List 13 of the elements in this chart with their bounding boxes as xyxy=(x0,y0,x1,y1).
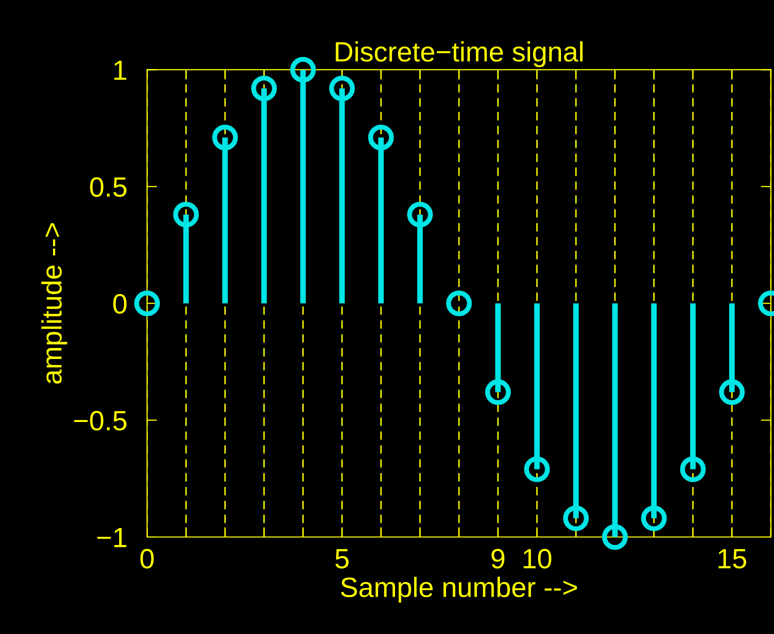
y-tick-label: 0 xyxy=(113,294,127,314)
x-tick-label: 15 xyxy=(718,549,746,569)
y-tick-label: −0.5 xyxy=(74,410,126,431)
x-tick-label: 0 xyxy=(140,548,154,569)
y-tick-label: 0.5 xyxy=(90,177,126,197)
y-tick-label: −1 xyxy=(97,528,126,548)
y-axis-title: amplitude --> xyxy=(41,223,68,384)
x-tick-label: 5 xyxy=(335,549,349,569)
x-tick-label: 10 xyxy=(524,548,552,569)
chart-title: Discrete−time signal xyxy=(336,41,583,68)
y-tick-label: 1 xyxy=(114,60,126,80)
x-tick-label: 9 xyxy=(492,548,504,569)
x-axis-title: Sample number --> xyxy=(340,576,577,603)
